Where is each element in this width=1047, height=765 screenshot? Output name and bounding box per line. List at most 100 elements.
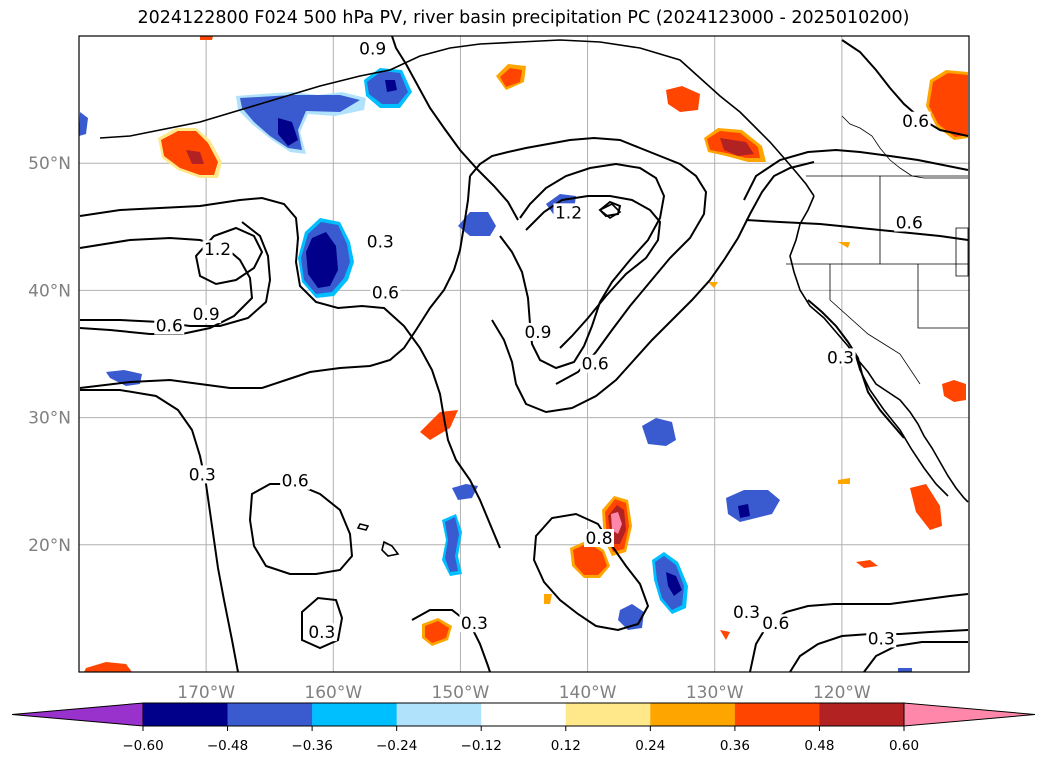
lon-tick-label: 130°W	[686, 683, 744, 703]
canada-border-north	[841, 115, 968, 179]
colorbar-ticks: −0.60 −0.48 −0.36 −0.24 −0.12 0.12 0.24 0.36 0.4…	[122, 726, 919, 754]
contour-labels: 0.90.60.61.2 0.31.20.60.90.6 0.90.6 0.30.3 0…	[154, 39, 931, 649]
negative-blob-edge	[79, 112, 88, 136]
figure-title: 2024122800 F024 500 hPa PV, river basin …	[137, 8, 910, 28]
contour-0-3-se2	[863, 641, 968, 672]
colorbar-bins	[143, 703, 905, 726]
positive-blob-northwest	[158, 128, 222, 178]
contour-0-6-west	[80, 221, 272, 327]
positive-blob-small5	[720, 630, 730, 640]
negative-blob-east	[642, 418, 676, 446]
aleutian-islands-coast	[99, 69, 391, 139]
contour-label: 0.3	[733, 603, 760, 623]
contour-label-bg	[280, 471, 311, 490]
colorbar-bin	[312, 703, 397, 726]
positive-blob-small3	[708, 282, 718, 288]
colorbar-bin	[650, 703, 736, 726]
contour-label-bg	[900, 111, 931, 130]
contour-0-8-peak	[532, 512, 650, 632]
contour-0-6-central	[79, 175, 471, 389]
contour-label: 0.9	[524, 323, 551, 343]
positive-blob-canada	[926, 70, 968, 140]
colorbar-under-arrow	[11, 702, 144, 727]
contour-0-6-se	[789, 629, 969, 672]
negative-blob-southeast	[652, 552, 688, 614]
negative-blob-aleutian	[236, 68, 412, 154]
colorbar-tick-label: 0.24	[635, 738, 665, 754]
contour-label: 0.6	[582, 355, 609, 375]
contour-label-bg	[866, 629, 897, 648]
positive-blob-small4	[544, 594, 552, 604]
colorbar-tick-label: −0.24	[376, 738, 417, 754]
colorbar-tick-label: −0.48	[207, 738, 248, 754]
colorbar-tick-label: 0.60	[889, 738, 919, 754]
colorbar-bin	[227, 703, 313, 726]
contour-0-6-north	[469, 136, 708, 385]
contour-label-bg	[202, 240, 233, 259]
colorbar-bin	[396, 703, 482, 726]
negative-blob-hawaii	[442, 514, 462, 576]
colorbar-tick-label: −0.60	[122, 738, 163, 754]
contour-label-bg	[459, 614, 490, 633]
state-border-3	[917, 264, 968, 329]
pv-contours	[79, 36, 969, 672]
negative-blob-mid	[458, 212, 496, 236]
contour-label-bg	[306, 623, 337, 642]
contour-label: 0.3	[189, 465, 216, 485]
contour-label-bg	[154, 316, 185, 335]
contour-label-bg	[365, 232, 396, 251]
colorbar-bin	[819, 703, 905, 726]
contour-1-2-center	[525, 195, 662, 349]
contour-label: 0.6	[896, 214, 923, 234]
lat-tick-label: 20°N	[28, 536, 71, 556]
contour-label: 0.3	[308, 623, 335, 643]
colorbar-bin	[734, 703, 820, 726]
contour-label-bg	[357, 39, 388, 58]
contour-0-6-canada	[841, 39, 969, 137]
positive-blob-mexico	[910, 484, 942, 530]
positive-blob-south	[570, 540, 610, 578]
contour-label: 0.3	[827, 348, 854, 368]
lon-tick-label: 140°W	[559, 683, 617, 703]
contour-label: 1.2	[204, 240, 231, 260]
negative-blob-central-north	[298, 218, 354, 298]
colorbar-over-arrow	[903, 702, 1036, 727]
contour-label: 0.6	[902, 112, 929, 132]
west-coast	[789, 195, 969, 503]
colorbar: −0.60 −0.48 −0.36 −0.24 −0.12 0.12 0.24 0.36 0.4…	[11, 702, 1036, 754]
negative-blob-bottom	[898, 668, 912, 672]
lat-tick-label: 30°N	[28, 409, 71, 429]
latitude-labels: 50°N 40°N 30°N 20°N	[28, 154, 71, 556]
negative-blob-baja	[726, 490, 780, 522]
contour-0-6-northeast	[743, 148, 969, 201]
contour-0-3-west	[79, 196, 501, 549]
contour-label-bg	[584, 528, 615, 547]
contour-label-bg	[825, 348, 856, 367]
longitude-labels: 170°W 160°W 150°W 140°W 130°W 120°W	[177, 683, 871, 703]
contour-small-closed	[598, 200, 622, 218]
lon-tick-label: 160°W	[304, 683, 362, 703]
positive-blob-california	[942, 380, 966, 402]
state-border-5	[955, 227, 969, 277]
contour-label: 0.3	[868, 629, 895, 649]
contour-0-3-south	[301, 596, 344, 650]
contour-label: 0.8	[585, 529, 612, 549]
state-border-4	[829, 264, 921, 385]
positive-blob-small6	[838, 242, 850, 248]
positive-blob-top	[200, 36, 213, 40]
contour-label: 0.3	[461, 614, 488, 634]
colorbar-frame	[142, 702, 905, 727]
contour-0-3-sw	[80, 389, 239, 672]
contour-0-3-east	[807, 299, 905, 439]
negative-blob-small1	[452, 484, 478, 500]
colorbar-tick-label: 0.12	[551, 738, 581, 754]
positive-blob-north	[496, 64, 526, 90]
contour-label-bg	[553, 203, 584, 222]
coastlines	[99, 39, 969, 557]
positive-blob-alaska	[666, 86, 766, 162]
positive-blob-southwest	[422, 618, 452, 646]
positive-blob-bottom-left	[84, 662, 132, 672]
colorbar-tick-label: −0.36	[291, 738, 332, 754]
